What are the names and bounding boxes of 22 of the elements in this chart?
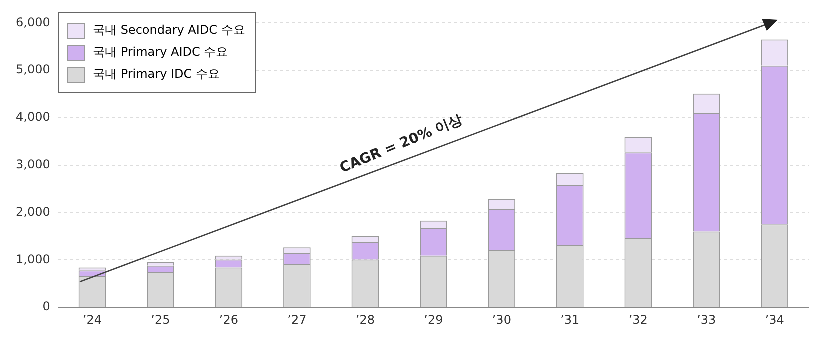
y-tick-label: 1,000 [16,252,50,266]
x-tick-label: ’33 [697,312,716,327]
annotation: CAGR = 20% 이상 [338,112,466,177]
legend-label: 국내 Secondary AIDC 수요 [93,22,246,39]
x-tick-label: ’34 [765,312,784,327]
x-tick-label: ’28 [356,312,375,327]
x-tick-label: ’31 [560,312,580,327]
y-tick-label: 6,000 [16,15,50,30]
x-tick-label: ’29 [424,312,444,327]
y-tick-label: 3,000 [16,158,50,172]
x-tick-label: ’26 [219,312,238,327]
y-tick-label: 4,000 [16,110,50,124]
x-tick-label: ’32 [628,312,648,327]
x-tick-label: ’24 [82,312,102,327]
y-tick-label: 2,000 [16,204,50,219]
y-tick-label: 0 [42,300,50,314]
x-tick-label: ’30 [492,312,512,327]
y-tick-label: 5,000 [16,62,50,77]
x-tick-label: ’25 [151,312,170,327]
legend-label: 국내 Primary IDC 수요 [93,66,220,83]
legend-label: 국내 Primary AIDC 수요 [93,44,228,61]
x-tick-label: ’27 [288,312,307,327]
